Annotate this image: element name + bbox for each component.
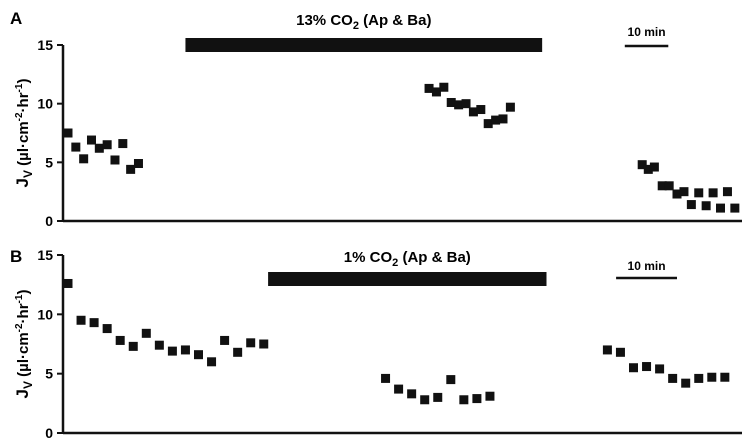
data-point: [716, 203, 725, 213]
data-point: [629, 363, 638, 373]
data-point: [180, 345, 190, 355]
y-tick-label: 10: [37, 96, 53, 112]
data-point: [439, 82, 449, 92]
y-tick-label: 0: [45, 213, 53, 229]
data-point: [167, 346, 177, 356]
treatment-label: 13% CO2 (Ap & Ba): [296, 12, 431, 32]
data-point: [642, 362, 652, 372]
scale-bar-label: 10 min: [628, 25, 666, 39]
data-point: [424, 83, 434, 93]
data-point: [128, 341, 138, 351]
data-point: [194, 350, 203, 360]
treatment-bar: [185, 38, 543, 52]
data-point: [722, 187, 732, 197]
panel-letter: A: [10, 9, 22, 28]
data-point: [679, 187, 689, 197]
y-tick-label: 5: [45, 154, 53, 170]
data-point: [649, 162, 659, 172]
panel-b: B 0 5 10 15 JV (µl·cm-2·hr-1) 1% CO2 (Ap & Ba)…: [10, 247, 742, 439]
data-point: [102, 324, 112, 334]
data-point: [63, 278, 73, 288]
data-point: [701, 201, 711, 211]
data-point: [694, 188, 704, 198]
y-tick-label: 10: [37, 306, 53, 322]
data-point: [394, 384, 404, 394]
data-point: [446, 97, 456, 107]
data-point: [681, 378, 691, 388]
y-tick-label: 15: [37, 37, 53, 53]
data-point: [79, 154, 89, 164]
data-point: [461, 99, 471, 109]
y-tick-label: 15: [37, 247, 53, 263]
data-point: [730, 203, 740, 213]
data-point: [126, 164, 136, 174]
data-point: [476, 105, 486, 115]
data-point: [207, 357, 217, 367]
data-point: [668, 373, 678, 383]
data-point: [459, 395, 469, 405]
data-point: [71, 142, 81, 152]
data-point: [707, 372, 717, 382]
y-axis-label: JV (µl·cm-2·hr-1): [13, 290, 35, 399]
data-point: [708, 188, 718, 198]
data-point: [637, 160, 647, 170]
scale-bar-label: 10 min: [628, 259, 666, 273]
data-point: [110, 155, 120, 165]
data-point: [246, 338, 256, 348]
data-point: [672, 189, 682, 199]
data-point: [154, 340, 164, 350]
data-point: [505, 102, 515, 112]
data-point: [431, 87, 441, 97]
data-point: [491, 115, 501, 125]
data-point: [694, 373, 704, 383]
data-point: [102, 140, 112, 150]
data-point: [89, 318, 99, 328]
data-point: [233, 347, 243, 357]
data-point: [664, 181, 674, 191]
treatment-bar: [268, 272, 547, 286]
panel-letter: B: [10, 247, 22, 266]
data-point: [407, 389, 417, 399]
data-point: [220, 335, 230, 345]
data-point: [76, 315, 86, 325]
data-point: [454, 100, 464, 110]
data-point: [602, 345, 612, 355]
data-point: [615, 347, 625, 357]
data-point: [63, 128, 73, 138]
data-point: [446, 375, 456, 385]
data-point: [259, 339, 269, 349]
data-point: [485, 391, 495, 401]
data-point: [141, 328, 151, 338]
data-point: [94, 143, 104, 153]
panel-a: A 0 5 10 15 JV (µl·cm-2·hr-1) 13% CO2 (Ap & Ba…: [10, 9, 742, 229]
data-point: [86, 135, 96, 145]
data-point: [118, 139, 128, 149]
treatment-label: 1% CO2 (Ap & Ba): [344, 249, 471, 269]
data-point: [655, 364, 665, 374]
data-point: [381, 373, 391, 383]
data-point: [472, 394, 482, 404]
y-axis-label: JV (µl·cm-2·hr-1): [13, 79, 35, 188]
data-point: [720, 372, 730, 382]
y-tick-label: 5: [45, 366, 53, 382]
data-point: [643, 164, 653, 174]
y-tick-label: 0: [45, 425, 53, 439]
data-point: [686, 200, 696, 210]
data-point: [483, 119, 493, 129]
data-point: [420, 395, 430, 405]
data-point: [433, 392, 443, 402]
data-point: [657, 181, 667, 191]
data-point: [115, 335, 125, 345]
data-point: [468, 107, 478, 117]
data-point: [498, 114, 508, 124]
data-point: [133, 159, 143, 169]
